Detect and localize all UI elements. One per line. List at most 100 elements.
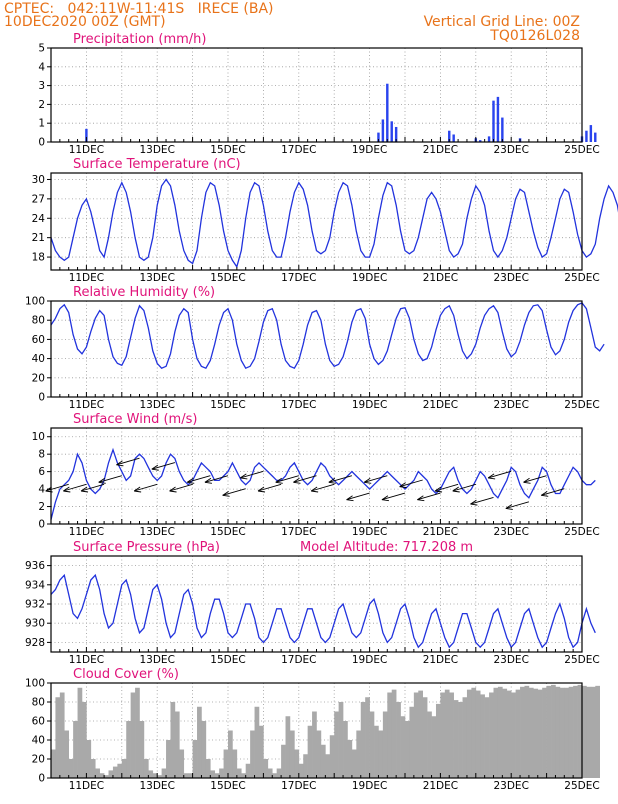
surface-wind-line <box>50 447 596 520</box>
wind-arrowhead <box>540 490 549 497</box>
cloud-bar <box>139 721 145 778</box>
wind-arrowhead <box>80 486 89 493</box>
cloud-cover-xtick-label: 23DEC <box>493 780 528 792</box>
cloud-bar <box>254 706 260 778</box>
cloud-bar <box>148 770 154 778</box>
relative-humidity-xtick-label: 19DEC <box>352 399 387 411</box>
precip-bar <box>589 125 593 142</box>
surface-pressure-subtitle: Model Altitude: 717.208 m <box>300 540 473 555</box>
wind-arrow <box>523 475 547 483</box>
wind-arrowhead <box>98 477 106 484</box>
wind-arrow <box>275 475 299 483</box>
relative-humidity-xtick-label: 25DEC <box>564 399 599 411</box>
wind-arrow <box>470 497 494 505</box>
cloud-cover-xtick-label: 17DEC <box>281 780 316 792</box>
precipitation-xtick-label: 15DEC <box>210 144 245 156</box>
relative-humidity-panel <box>47 300 605 398</box>
wind-arrow <box>417 492 441 501</box>
wind-arrowhead <box>116 460 124 467</box>
cloud-cover-ytick-label: 80 <box>32 697 45 709</box>
cloud-bar <box>453 700 459 778</box>
cloud-bar <box>250 730 255 778</box>
wind-arrowhead <box>346 495 354 502</box>
wind-arrowhead <box>293 477 301 484</box>
wind-arrowhead <box>151 464 159 471</box>
relative-humidity-ytick-label: 80 <box>32 315 45 327</box>
wind-arrow <box>116 457 140 466</box>
cloud-bar <box>374 725 379 778</box>
surface-temperature-xtick-label: 23DEC <box>493 272 528 284</box>
cloud-bar <box>551 684 556 778</box>
surface-pressure-panel <box>47 555 596 653</box>
surface-temperature-ytick-label: 27 <box>32 193 45 205</box>
cloud-bar <box>564 687 570 778</box>
wind-arrowhead <box>417 495 425 502</box>
precip-bar <box>386 83 389 142</box>
cloud-bar <box>108 770 114 778</box>
surface-pressure-line <box>50 573 596 649</box>
cloud-bar <box>236 768 242 778</box>
relative-humidity-ytick-label: 40 <box>32 353 45 365</box>
cloud-bar <box>568 686 574 778</box>
wind-arrowhead <box>328 477 336 484</box>
cloud-bar <box>112 766 118 778</box>
cloud-bar <box>369 711 375 778</box>
cloud-bar <box>152 773 158 778</box>
cloud-bar <box>480 694 485 778</box>
cloud-bar <box>258 725 264 778</box>
precipitation-ytick-label: 3 <box>38 80 45 92</box>
surface-pressure-title: Surface Pressure (hPa) <box>73 540 220 555</box>
wind-arrow <box>488 470 512 479</box>
cloud-bar <box>400 716 406 778</box>
precip-bar <box>390 121 393 142</box>
relative-humidity-xtick-label: 17DEC <box>281 399 316 411</box>
cloud-bar <box>577 684 583 778</box>
cloud-bar <box>241 773 246 778</box>
cloud-cover-ytick-label: 60 <box>32 716 45 728</box>
precipitation-ytick-label: 0 <box>38 137 45 149</box>
surface-pressure-ytick-label: 930 <box>25 618 45 630</box>
cloud-bar <box>59 692 65 778</box>
relative-humidity-frame <box>50 300 583 398</box>
wind-arrow <box>434 483 459 492</box>
wind-arrowhead <box>63 486 71 493</box>
cloud-bar <box>307 725 313 778</box>
cloud-bar <box>528 687 534 778</box>
wind-arrow <box>452 483 476 492</box>
surface-wind-ytick-label: 8 <box>38 449 45 461</box>
cloud-bar <box>130 692 136 778</box>
precipitation-xtick-label: 21DEC <box>423 144 458 156</box>
wind-arrow <box>346 492 370 501</box>
cloud-bar <box>188 773 193 778</box>
precipitation-xtick-label: 25DEC <box>564 144 599 156</box>
wind-arrow <box>381 492 406 501</box>
precip-bar <box>594 132 597 142</box>
wind-arrow <box>187 475 211 483</box>
surface-pressure-xtick-label: 23DEC <box>493 654 528 666</box>
relative-humidity-xtick-label: 23DEC <box>493 399 528 411</box>
cloud-bar <box>64 730 69 778</box>
wind-arrow <box>364 475 388 483</box>
cloud-bar <box>489 692 494 778</box>
wind-arrow <box>293 475 317 483</box>
precip-bar <box>496 96 500 142</box>
cloud-bar <box>289 730 295 778</box>
precipitation-title: Precipitation (mm/h) <box>73 32 206 47</box>
precip-bar <box>479 140 482 142</box>
cloud-bar <box>533 688 539 778</box>
precipitation-xtick-label: 17DEC <box>281 144 316 156</box>
cloud-bar <box>475 690 481 778</box>
cloud-bar <box>511 692 516 778</box>
cloud-bar <box>524 685 530 778</box>
cloud-bar <box>542 687 547 778</box>
cloud-bar <box>174 711 180 778</box>
wind-arrowhead <box>523 477 531 484</box>
grid-line-note: Vertical Grid Line: 00Z <box>424 14 580 30</box>
cloud-bar <box>267 768 273 778</box>
cloud-bar <box>121 759 127 778</box>
cloud-bar <box>334 711 339 778</box>
wind-arrow <box>134 483 158 492</box>
cloud-bar <box>590 686 596 778</box>
